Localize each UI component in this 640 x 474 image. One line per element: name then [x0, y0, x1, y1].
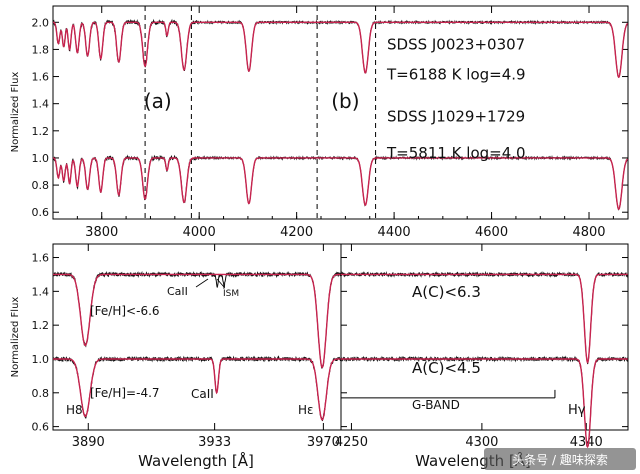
- top-x-tick-label: 3800: [85, 225, 118, 240]
- top-spectra: [52, 18, 629, 211]
- hgamma-label: Hγ: [568, 403, 586, 418]
- br-spectra: [340, 270, 629, 449]
- top-x-tick-label: 4200: [280, 225, 313, 240]
- watermark: 头条号 / 趣味探索: [484, 448, 636, 470]
- bl-x-tick-label: 3970: [307, 435, 340, 450]
- br-annotation-lower: A(C)<4.5: [412, 359, 481, 377]
- model-spectrum-2: [53, 157, 629, 211]
- observed-spectrum-2: [52, 154, 628, 211]
- bl-spectra: [52, 270, 342, 422]
- top-y-tick-label: 1.2: [32, 125, 50, 138]
- bl-y-tick-label: 0.6: [32, 421, 50, 434]
- br-x-tick-label: 4300: [465, 435, 498, 450]
- top-y-ticks: 0.6 0.8 1.0 1.2 1.4 1.6 1.8 2.0: [32, 16, 628, 219]
- bl-observed-spectrum-1: [52, 270, 342, 369]
- bl-annotation-lower: [Fe/H]=-4.7: [90, 386, 160, 400]
- hepsilon-label: Hε: [298, 403, 314, 417]
- top-y-tick-label: 0.6: [32, 206, 50, 219]
- br-model-spectrum-1: [341, 273, 628, 364]
- bl-x-tick-label: 3933: [198, 435, 231, 450]
- top-y-tick-label: 1.8: [32, 43, 50, 56]
- top-x-tick-label: 4000: [183, 225, 216, 240]
- bl-y-tick-label: 1.6: [32, 252, 50, 265]
- star1-name: SDSS J0023+0307: [387, 35, 525, 53]
- observed-spectrum-1: [52, 18, 629, 78]
- top-y-axis-label: Normalized Flux: [10, 72, 21, 153]
- h8-label: H8: [66, 403, 83, 417]
- region-label-a: (a): [144, 89, 172, 113]
- watermark-bg: [484, 448, 636, 470]
- bottom-right-plot-frame: [340, 243, 629, 431]
- bl-y-ticks: 0.6 0.8 1.0 1.2 1.4 1.6: [32, 252, 59, 434]
- bl-y-tick-label: 1.4: [32, 285, 50, 298]
- top-x-tick-label: 4800: [572, 225, 605, 240]
- top-y-tick-label: 1.4: [32, 98, 50, 111]
- region-label-b: (b): [331, 89, 359, 113]
- top-panel: Normalized Flux 0.6 0.8 1.0 1.2 1.4 1.6 1.8 2.0…: [10, 5, 629, 240]
- top-y-tick-label: 2.0: [32, 16, 50, 29]
- watermark-text: 头条号 / 趣味探索: [512, 452, 608, 467]
- bl-annotation-upper: [Fe/H]<-6.6: [90, 304, 160, 318]
- bl-model-spectrum-2: [53, 358, 341, 421]
- gband-label: G-BAND: [412, 398, 460, 412]
- br-observed-spectrum-2: [340, 355, 629, 447]
- top-plot-frame: [52, 5, 629, 220]
- caII-upper-label: CaII: [167, 285, 188, 298]
- bottom-left-panel: Normalized Flux 0.60.81.01.21.41.6 3890 3…: [10, 243, 342, 470]
- top-x-tick-label: 4600: [475, 225, 508, 240]
- star2-name: SDSS J1029+1729: [387, 107, 525, 125]
- bl-x-tick-label: 3890: [72, 435, 105, 450]
- ism-label: ISM: [223, 289, 239, 299]
- top-x-tick-label: 4400: [378, 225, 411, 240]
- bottom-right-panel: 4250 4300 4340 A(C)<6.3 A(C)<4.5 G-BAND Hγ…: [335, 243, 629, 470]
- bl-y-tick-label: 1.0: [32, 353, 50, 366]
- br-observed-spectrum-1: [340, 270, 629, 365]
- top-y-tick-label: 1.0: [32, 152, 50, 165]
- top-x-ticks: 3800 4000 4200 4400 4600 4800: [52, 6, 614, 240]
- bl-model-spectrum-1: [53, 273, 341, 369]
- star2-params: T=5811 K log=4.0: [386, 144, 526, 162]
- br-annotation-upper: A(C)<6.3: [412, 283, 481, 301]
- caII-lower-label: CaII: [191, 387, 214, 401]
- model-spectrum-1: [53, 21, 629, 79]
- ism-pointer: [216, 278, 225, 288]
- br-x-tick-label: 4250: [335, 435, 368, 450]
- star1-params: T=6188 K log=4.9: [386, 65, 526, 83]
- top-y-tick-label: 0.8: [32, 179, 50, 192]
- bl-y-tick-label: 0.8: [32, 387, 50, 400]
- bottom-y-axis-label: Normalized Flux: [10, 297, 21, 378]
- bl-x-ticks: 3890 3933 3970: [72, 244, 340, 450]
- x-axis-label-left: Wavelength [Å]: [138, 451, 254, 470]
- top-y-tick-label: 1.6: [32, 71, 50, 84]
- bl-y-tick-label: 1.2: [32, 319, 50, 332]
- caII-upper-pointer: [195, 278, 209, 288]
- br-model-spectrum-2: [341, 358, 628, 449]
